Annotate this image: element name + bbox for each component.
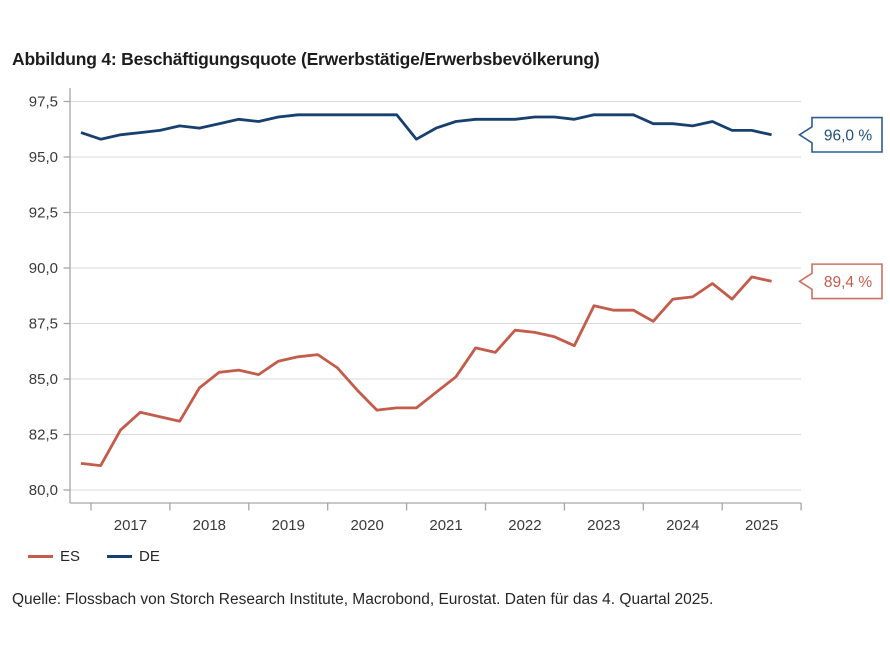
x-tick-label: 2025 [745, 517, 778, 534]
source-note: Quelle: Flossbach von Storch Research In… [12, 591, 714, 608]
x-tick-label: 2023 [587, 517, 620, 534]
y-tick-label: 92,5 [29, 205, 58, 222]
es-value-callout [798, 263, 883, 300]
y-tick-label: 97,5 [29, 94, 58, 111]
x-tick-label: 2021 [429, 517, 462, 534]
es-series-line [80, 275, 772, 468]
de-value-callout [798, 116, 883, 153]
y-tick-label: 82,5 [29, 427, 58, 444]
x-tick-label: 2024 [666, 517, 699, 534]
y-tick-label: 80,0 [29, 482, 58, 499]
y-tick-label: 85,0 [29, 371, 58, 388]
legend-item-es: ES [28, 548, 80, 565]
x-tick-label: 2018 [193, 517, 226, 534]
x-tick-label: 2020 [350, 517, 383, 534]
y-tick-label: 95,0 [29, 149, 58, 166]
x-tick-label: 2022 [508, 517, 541, 534]
x-tick-label: 2019 [272, 517, 305, 534]
chart-title: Abbildung 4: Beschäftigungsquote (Erwerb… [12, 49, 600, 69]
x-tick-label: 2017 [114, 517, 147, 534]
es-value-callout-label: 89,4 % [824, 274, 872, 291]
chart-legend: ES DE [28, 548, 160, 565]
legend-label-de: DE [139, 548, 160, 565]
legend-item-de: DE [107, 548, 160, 565]
y-tick-label: 87,5 [29, 316, 58, 333]
legend-label-es: ES [60, 548, 81, 565]
de-series-line [80, 113, 772, 141]
de-value-callout-label: 96,0 % [824, 127, 872, 144]
es-line-swatch [28, 555, 53, 558]
y-tick-label: 90,0 [29, 260, 58, 277]
de-line-swatch [107, 555, 133, 558]
line-chart: 80,0 82,5 85,0 87,5 90,0 92,5 95,0 97,5 2017 2018… [29, 88, 883, 534]
